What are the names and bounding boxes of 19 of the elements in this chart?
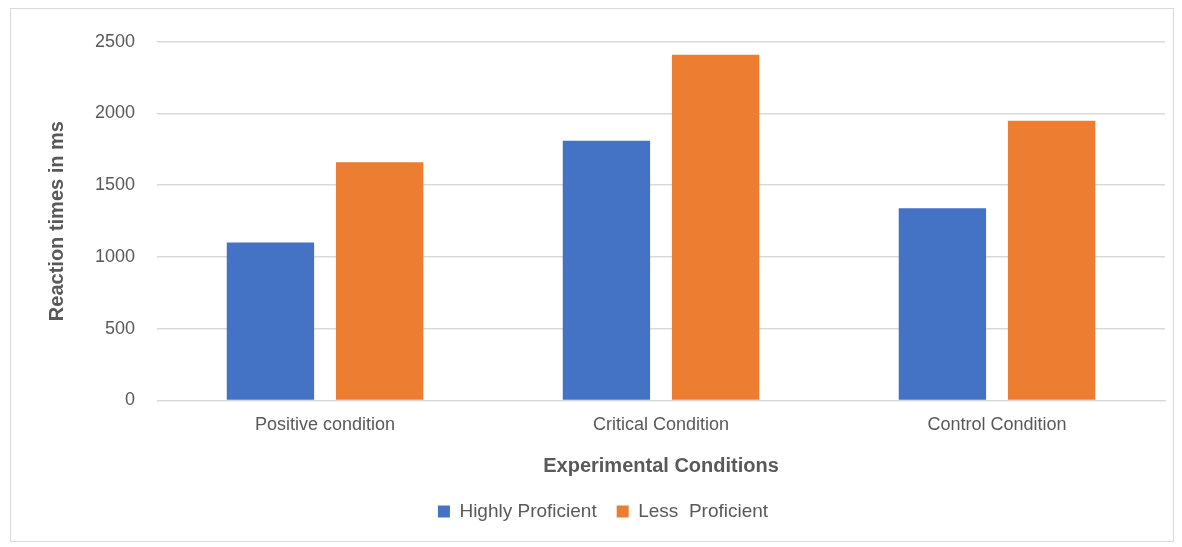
bar xyxy=(335,162,424,400)
bar xyxy=(671,54,760,400)
y-tick-label: 2000 xyxy=(95,102,136,123)
y-axis-title: Reaction times in ms xyxy=(44,121,67,322)
x-axis-title: Experimental Conditions xyxy=(543,453,779,476)
bar xyxy=(226,242,315,400)
x-tick-label: Critical Condition xyxy=(592,414,730,435)
y-tick-label: 2500 xyxy=(95,30,136,51)
x-tick-label: Control Condition xyxy=(927,414,1067,435)
bar xyxy=(562,140,651,400)
x-tick-label: Positive condition xyxy=(254,414,396,435)
legend-label: Highly Proficient xyxy=(459,499,598,521)
y-tick-label: 1500 xyxy=(95,174,136,195)
y-tick-label: 0 xyxy=(125,389,136,410)
legend-label: Less Proficient xyxy=(638,499,769,521)
y-tick-label: 1000 xyxy=(95,245,136,266)
bar xyxy=(898,208,987,400)
bar xyxy=(1007,120,1096,400)
y-tick-label: 500 xyxy=(105,317,136,338)
